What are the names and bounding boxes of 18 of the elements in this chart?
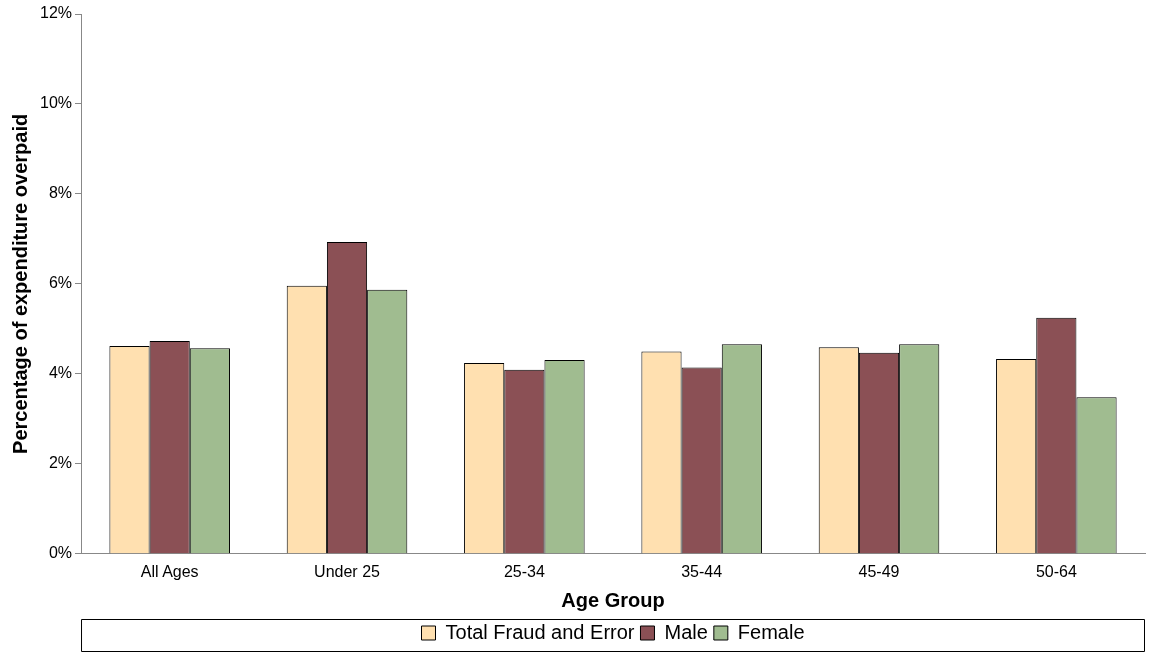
legend-label: Female — [737, 620, 805, 643]
x-tick-label: All Ages — [140, 562, 199, 580]
y-tick-label: 4% — [48, 364, 73, 382]
y-tick-label: 12% — [39, 4, 73, 22]
x-axis-title: Age Group — [561, 588, 665, 611]
y-tick-label: 2% — [48, 454, 73, 472]
y-tick-label: 10% — [39, 94, 73, 112]
x-tick-label: Under 25 — [314, 562, 381, 580]
legend-label: Total Fraud and Error — [445, 620, 635, 643]
x-tick-label: 45-49 — [858, 562, 900, 580]
y-axis-title: Percentage of expenditure overpaid — [8, 113, 31, 454]
x-tick-label: 50-64 — [1035, 562, 1077, 580]
y-tick-label: 0% — [48, 544, 73, 562]
legend-label: Male — [664, 620, 708, 643]
y-tick-label: 6% — [48, 274, 73, 292]
x-tick-label: 25-34 — [503, 562, 545, 580]
x-tick-label: 35-44 — [681, 562, 723, 580]
y-tick-label: 8% — [48, 184, 73, 202]
